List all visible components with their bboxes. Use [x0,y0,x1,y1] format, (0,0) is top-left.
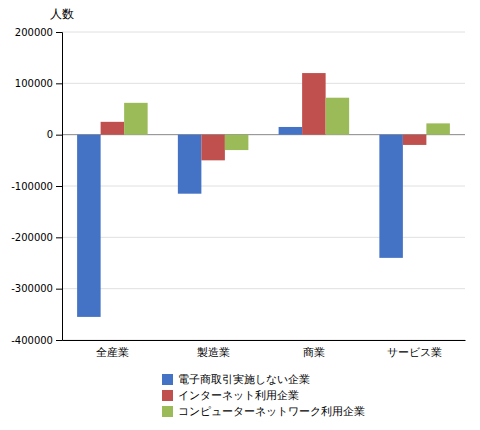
bar-series [124,98,450,150]
grid-line [62,83,465,84]
y-tick: 200000 [15,27,62,38]
x-tick: サービス業 [387,340,442,359]
y-tick: -100000 [11,181,62,192]
x-tick-label: サービス業 [387,346,442,359]
legend-item: コンピューターネットワーク利用企業 [162,405,365,418]
legend-label: 電子商取引実施しない企業 [178,373,310,386]
y-tick-label: -200000 [11,232,53,243]
y-tick: 0 [47,129,62,140]
y-axis: -400000 -300000 -200000 -100000 0 100000 20000… [11,27,62,346]
bar [379,135,403,258]
x-tick: 全産業 [96,340,129,359]
legend-swatch [162,390,173,401]
x-tick-label: 製造業 [197,346,230,359]
y-axis-title: 人数 [50,7,74,21]
y-tick-mark [56,83,62,84]
legend-label: コンピューターネットワーク利用企業 [178,405,365,418]
y-tick: -300000 [11,283,62,294]
x-axis-line [63,340,466,341]
grid-line [62,237,465,238]
y-tick-label: 100000 [15,78,53,89]
y-tick-mark [56,135,62,136]
x-tick-label: 商業 [303,346,325,359]
bar [201,135,225,161]
chart: -400000 -300000 -200000 -100000 0 100000 20000… [0,0,480,430]
bar [279,127,303,135]
bar [77,135,101,317]
y-tick-mark [56,340,62,341]
legend-swatch [162,406,173,417]
legend: 電子商取引実施しない企業インターネット利用企業コンピューターネットワーク利用企業 [162,373,365,418]
x-tick: 製造業 [197,340,230,359]
y-tick: -200000 [11,232,62,243]
bar [101,122,125,135]
grid-line [62,288,465,289]
legend-item: インターネット利用企業 [162,389,299,402]
x-tick: 商業 [303,340,325,359]
bar [403,135,427,145]
bar [178,135,202,194]
bar [225,135,249,150]
bar-series [77,127,403,317]
grid-line [62,340,465,341]
grid-line [62,186,465,187]
bars [77,73,450,317]
y-tick-label: -400000 [11,335,53,346]
legend-label: インターネット利用企業 [178,389,299,402]
y-tick-label: -300000 [11,283,53,294]
y-tick: 100000 [15,78,62,89]
y-axis-line [56,33,63,341]
x-axis: 全産業 製造業 商業 サービス業 [63,340,466,359]
bar [326,98,350,135]
y-tick-mark [56,186,62,187]
plot: -400000 -300000 -200000 -100000 0 100000 20000… [11,27,465,359]
legend-swatch [162,374,173,385]
grid [62,32,465,340]
bar-series [101,73,427,160]
y-tick-label: -100000 [11,181,53,192]
legend-item: 電子商取引実施しない企業 [162,373,310,386]
x-tick-label: 全産業 [96,346,129,359]
y-tick-mark [56,237,62,238]
y-tick-mark [56,32,62,33]
y-tick: -400000 [11,335,62,346]
y-tick-label: 200000 [15,27,53,38]
bar [302,73,326,135]
bar [426,123,450,134]
y-tick-mark [56,289,62,290]
y-tick-label: 0 [47,129,53,140]
bar [124,103,148,135]
grid-line [62,32,465,33]
